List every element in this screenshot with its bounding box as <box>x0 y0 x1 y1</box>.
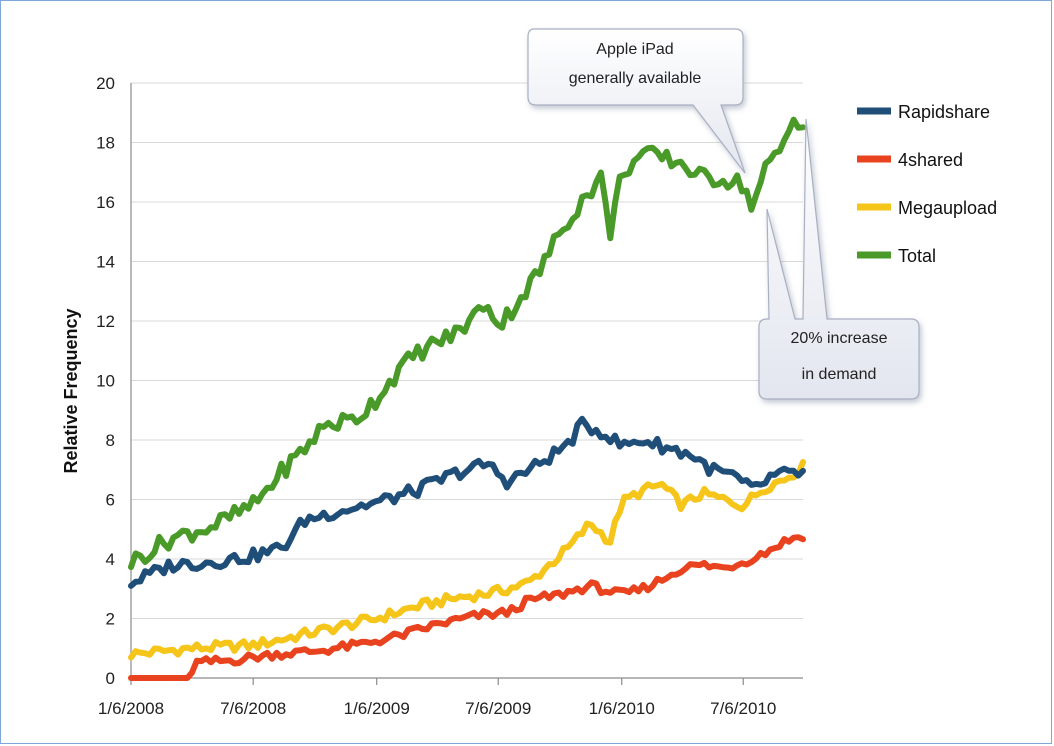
series-lines <box>128 116 806 681</box>
x-tick-label: 7/6/2009 <box>465 699 531 718</box>
y-tick-label: 2 <box>106 610 115 629</box>
series-line-4shared <box>128 534 806 681</box>
x-tick-labels: 1/6/2008 7/6/2008 1/6/2009 7/6/2009 1/6/2010… <box>98 699 776 718</box>
axes <box>130 83 803 685</box>
callout-ipad-line1: Apple iPad <box>596 41 673 58</box>
callout-increase: 20% increase in demand <box>758 118 920 400</box>
y-tick-labels: 0 2 4 6 8 10 12 14 16 18 20 <box>96 74 115 688</box>
legend: Rapidshare 4shared Megaupload Total <box>857 102 997 266</box>
series-line-megaupload <box>128 459 806 661</box>
callout-increase-line2: in demand <box>802 366 877 383</box>
y-tick-label: 18 <box>96 134 115 153</box>
y-axis-label: Relative Frequency <box>61 308 81 473</box>
legend-label-4shared: 4shared <box>898 150 963 170</box>
x-tick-label: 1/6/2010 <box>589 699 655 718</box>
series-line-total <box>128 116 806 571</box>
callout-ipad-bubble <box>527 28 746 174</box>
grid-lines <box>131 82 803 619</box>
y-tick-label: 8 <box>106 431 115 450</box>
y-tick-label: 0 <box>106 669 115 688</box>
y-tick-label: 16 <box>96 193 115 212</box>
callout-ipad: Apple iPad generally available <box>527 28 746 174</box>
legend-label-megaupload: Megaupload <box>898 198 997 218</box>
y-tick-label: 10 <box>96 372 115 391</box>
callout-ipad-line2: generally available <box>569 70 702 87</box>
x-tick-label: 7/6/2010 <box>710 699 776 718</box>
x-tick-label: 7/6/2008 <box>220 699 286 718</box>
legend-label-rapidshare: Rapidshare <box>898 102 990 122</box>
series-line-rapidshare <box>128 415 806 589</box>
y-tick-label: 20 <box>96 74 115 93</box>
y-tick-label: 12 <box>96 312 115 331</box>
y-tick-label: 4 <box>106 550 115 569</box>
x-tick-label: 1/6/2009 <box>344 699 410 718</box>
y-tick-label: 6 <box>106 491 115 510</box>
legend-label-total: Total <box>898 246 936 266</box>
callout-increase-bubble <box>758 118 920 400</box>
y-tick-label: 14 <box>96 253 115 272</box>
x-tick-label: 1/6/2008 <box>98 699 164 718</box>
callout-increase-line1: 20% increase <box>791 330 888 347</box>
